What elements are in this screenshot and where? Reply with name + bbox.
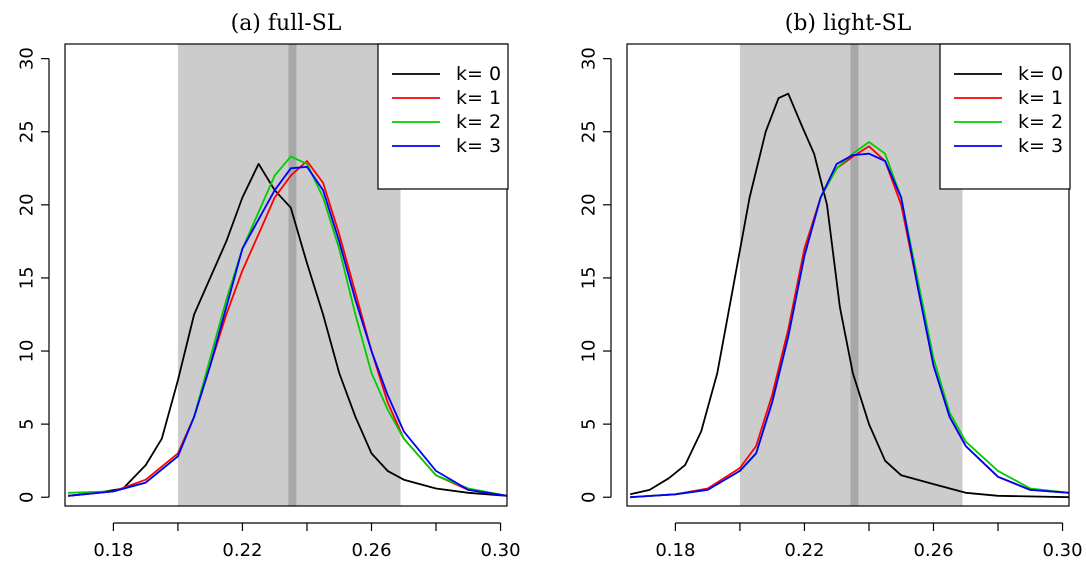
x-tick-label: 0.22 bbox=[222, 540, 262, 561]
y-tick-label: 0 bbox=[17, 492, 38, 503]
x-tick-label: 0.30 bbox=[1043, 540, 1083, 561]
y-tick-label: 10 bbox=[579, 340, 600, 363]
density-curve-k3 bbox=[630, 152, 1070, 499]
legend-label: k= 2 bbox=[456, 111, 501, 133]
legend-label: k= 0 bbox=[1018, 63, 1063, 85]
legend-label: k= 3 bbox=[456, 135, 501, 157]
density-curve-k0 bbox=[630, 92, 1070, 499]
y-tick-label: 20 bbox=[17, 193, 38, 216]
y-tick-label: 5 bbox=[579, 418, 600, 429]
y-tick-label: 30 bbox=[17, 47, 38, 70]
y-tick-label: 30 bbox=[579, 47, 600, 70]
y-tick-label: 20 bbox=[579, 193, 600, 216]
legend-box bbox=[377, 43, 509, 190]
x-tick-label: 0.18 bbox=[93, 540, 133, 561]
plot-frame bbox=[64, 43, 508, 507]
y-tick-label: 10 bbox=[17, 340, 38, 363]
x-tick-label: 0.22 bbox=[784, 540, 824, 561]
chart-title: (b) light-SL bbox=[785, 11, 912, 36]
legend-label: k= 3 bbox=[1018, 135, 1063, 157]
legend-label: k= 1 bbox=[1018, 87, 1063, 109]
x-tick-label: 0.26 bbox=[913, 540, 953, 561]
legend-label: k= 1 bbox=[456, 87, 501, 109]
y-tick-label: 25 bbox=[579, 120, 600, 143]
x-tick-label: 0.26 bbox=[351, 540, 391, 561]
x-tick-label: 0.18 bbox=[655, 540, 695, 561]
legend-label: k= 2 bbox=[1018, 111, 1063, 133]
legend-box bbox=[939, 43, 1071, 190]
y-tick-label: 15 bbox=[579, 266, 600, 289]
y-tick-label: 15 bbox=[17, 266, 38, 289]
legend-label: k= 0 bbox=[456, 63, 501, 85]
plot-frame bbox=[626, 43, 1070, 507]
y-tick-label: 25 bbox=[17, 120, 38, 143]
density-curve-k3 bbox=[68, 165, 508, 497]
x-tick-label: 0.30 bbox=[481, 540, 521, 561]
chart-title: (a) full-SL bbox=[231, 11, 342, 36]
y-tick-label: 5 bbox=[17, 418, 38, 429]
y-tick-label: 0 bbox=[579, 492, 600, 503]
